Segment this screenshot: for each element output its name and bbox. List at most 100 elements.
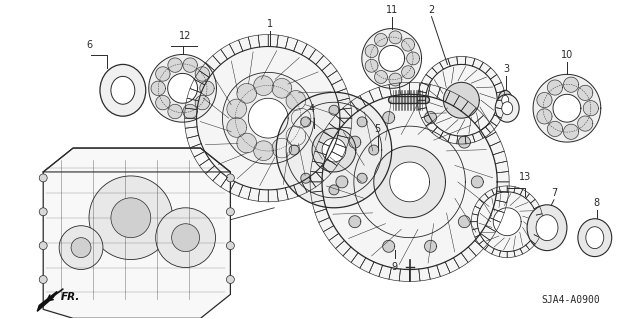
Polygon shape: [329, 105, 339, 115]
Polygon shape: [563, 77, 579, 92]
Polygon shape: [286, 126, 306, 146]
Circle shape: [227, 276, 234, 284]
Text: 10: 10: [561, 50, 573, 60]
Polygon shape: [184, 34, 352, 202]
Polygon shape: [183, 104, 197, 119]
Polygon shape: [168, 58, 182, 72]
Polygon shape: [336, 176, 348, 188]
Text: 2: 2: [428, 5, 435, 15]
Polygon shape: [493, 208, 521, 236]
Text: FR.: FR.: [61, 293, 81, 302]
Polygon shape: [374, 146, 445, 218]
Polygon shape: [547, 80, 563, 95]
Polygon shape: [200, 81, 214, 95]
Ellipse shape: [498, 90, 512, 110]
Polygon shape: [291, 108, 311, 128]
Polygon shape: [471, 186, 543, 257]
Polygon shape: [406, 52, 420, 65]
Polygon shape: [312, 128, 356, 172]
Polygon shape: [156, 67, 170, 81]
Polygon shape: [151, 81, 165, 95]
Circle shape: [227, 208, 234, 216]
Circle shape: [39, 174, 47, 182]
Polygon shape: [253, 141, 273, 160]
Polygon shape: [424, 240, 436, 252]
Polygon shape: [365, 59, 378, 72]
Circle shape: [111, 198, 151, 238]
Text: 11: 11: [385, 5, 398, 15]
Polygon shape: [349, 136, 361, 148]
Polygon shape: [402, 66, 415, 78]
Polygon shape: [195, 95, 209, 110]
Polygon shape: [537, 93, 552, 108]
Text: 7: 7: [551, 188, 557, 198]
Ellipse shape: [536, 215, 558, 241]
Polygon shape: [349, 216, 361, 228]
Polygon shape: [286, 91, 306, 110]
Ellipse shape: [100, 64, 146, 116]
Circle shape: [172, 224, 200, 252]
Polygon shape: [362, 29, 422, 88]
Polygon shape: [195, 67, 209, 81]
Polygon shape: [578, 116, 593, 131]
Polygon shape: [458, 216, 470, 228]
Polygon shape: [357, 173, 367, 183]
Polygon shape: [227, 99, 246, 119]
Polygon shape: [379, 46, 404, 71]
Text: 8: 8: [594, 198, 600, 208]
Text: SJA4-A0900: SJA4-A0900: [541, 295, 600, 305]
Text: 5: 5: [374, 124, 381, 134]
Text: 4: 4: [309, 104, 315, 114]
Polygon shape: [383, 240, 395, 252]
Text: 12: 12: [179, 31, 192, 41]
Polygon shape: [156, 95, 170, 110]
Circle shape: [71, 238, 91, 257]
Polygon shape: [272, 78, 292, 98]
Circle shape: [227, 174, 234, 182]
Polygon shape: [583, 101, 598, 116]
Polygon shape: [369, 145, 379, 155]
Polygon shape: [389, 31, 402, 44]
Polygon shape: [322, 138, 346, 162]
Polygon shape: [563, 124, 579, 139]
Polygon shape: [289, 145, 299, 155]
Circle shape: [227, 241, 234, 249]
Polygon shape: [248, 98, 288, 138]
Ellipse shape: [111, 76, 135, 104]
Polygon shape: [390, 162, 429, 202]
Text: 6: 6: [86, 41, 92, 50]
Polygon shape: [329, 185, 339, 195]
Polygon shape: [578, 85, 593, 100]
Polygon shape: [148, 55, 216, 122]
Polygon shape: [374, 70, 387, 83]
Polygon shape: [168, 73, 198, 103]
Polygon shape: [168, 104, 182, 119]
Polygon shape: [276, 92, 392, 208]
Circle shape: [39, 241, 47, 249]
Polygon shape: [183, 58, 197, 72]
Polygon shape: [223, 72, 314, 164]
Text: 1: 1: [267, 19, 273, 29]
Polygon shape: [365, 45, 378, 57]
Polygon shape: [402, 38, 415, 51]
Polygon shape: [383, 112, 395, 123]
Polygon shape: [458, 136, 470, 148]
Circle shape: [89, 176, 173, 260]
Ellipse shape: [586, 227, 604, 249]
Polygon shape: [424, 112, 436, 123]
Text: 13: 13: [519, 172, 531, 182]
Circle shape: [156, 208, 216, 268]
Polygon shape: [417, 56, 505, 144]
Ellipse shape: [495, 94, 519, 122]
Text: 9: 9: [392, 262, 397, 271]
Polygon shape: [310, 82, 509, 281]
Polygon shape: [37, 292, 57, 311]
Polygon shape: [444, 82, 479, 118]
Polygon shape: [389, 73, 402, 86]
Circle shape: [39, 208, 47, 216]
Polygon shape: [471, 176, 483, 188]
Polygon shape: [227, 118, 246, 137]
Circle shape: [59, 226, 103, 270]
Polygon shape: [374, 33, 387, 46]
Polygon shape: [272, 138, 292, 158]
